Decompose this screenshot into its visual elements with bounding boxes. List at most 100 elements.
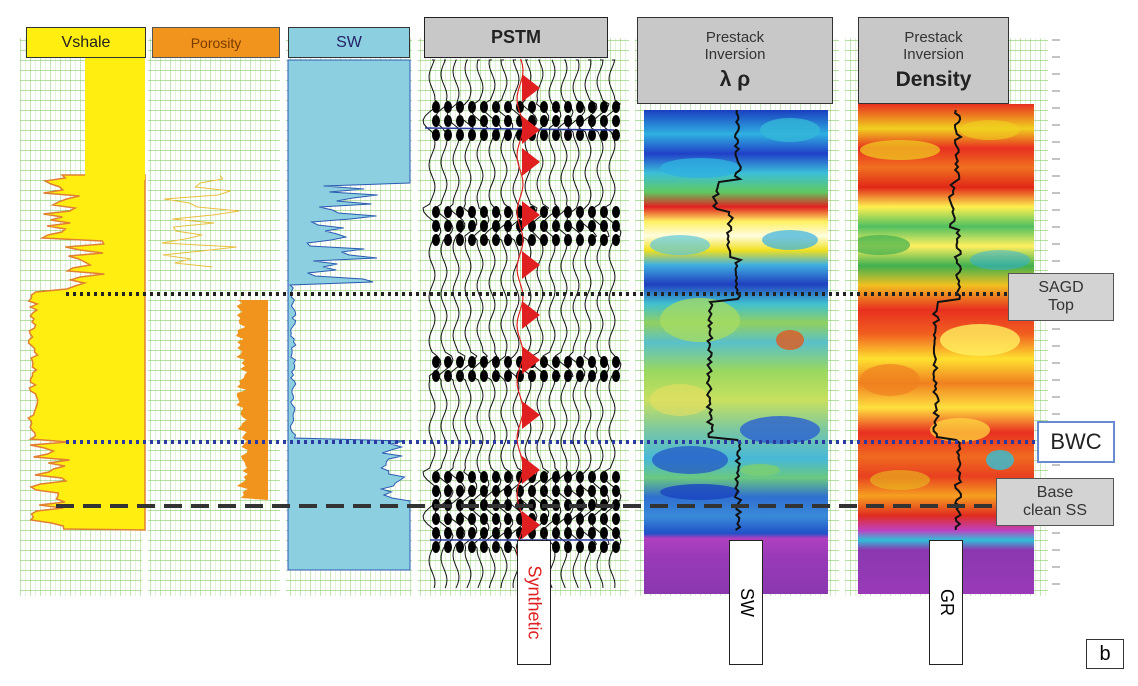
seismic-peak bbox=[444, 206, 452, 218]
sw-log-curve bbox=[705, 109, 744, 531]
seismic-peak bbox=[588, 115, 596, 127]
seismic-peak bbox=[444, 485, 452, 497]
seismic-peak bbox=[552, 541, 560, 553]
seismic-peak bbox=[612, 234, 620, 246]
seismic-trace bbox=[566, 59, 586, 589]
seismic-peak bbox=[456, 129, 464, 141]
seismic-trace bbox=[578, 59, 598, 589]
seismic-peak bbox=[480, 370, 488, 382]
seismic-peak bbox=[432, 471, 440, 483]
porosity-track bbox=[161, 174, 268, 500]
seismic-peak bbox=[600, 220, 608, 232]
bwc-tag: BWC bbox=[1037, 421, 1115, 463]
seismic-peak bbox=[432, 527, 440, 539]
seismic-trace bbox=[494, 59, 514, 589]
gr-curve-label-box: GR bbox=[929, 540, 963, 665]
seismic-peak bbox=[468, 485, 476, 497]
synthetic-label: Synthetic bbox=[524, 565, 545, 640]
seismic-peak bbox=[540, 115, 548, 127]
seismic-peak bbox=[564, 370, 572, 382]
seismic-peak bbox=[444, 513, 452, 525]
seismic-peak bbox=[564, 234, 572, 246]
seismic-peak bbox=[576, 101, 584, 113]
pstm-header: PSTM bbox=[424, 17, 608, 58]
seismic-peak bbox=[600, 370, 608, 382]
seismic-peak bbox=[456, 356, 464, 368]
seismic-peak bbox=[492, 234, 500, 246]
bwc-label: BWC bbox=[1050, 429, 1102, 455]
seismic-peak bbox=[612, 499, 620, 511]
seismic-peak bbox=[612, 513, 620, 525]
seismic-peak bbox=[540, 471, 548, 483]
seismic-peak bbox=[612, 370, 620, 382]
synthetic-peak bbox=[522, 301, 540, 329]
seismic-peak bbox=[444, 115, 452, 127]
seismic-peak bbox=[552, 485, 560, 497]
seismic-peak bbox=[468, 471, 476, 483]
vshale-upper-fill bbox=[85, 40, 145, 180]
seismic-peak bbox=[612, 471, 620, 483]
seismic-peak bbox=[432, 485, 440, 497]
seismic-peak bbox=[492, 115, 500, 127]
lambda-rho-sub-label: Prestack Inversion bbox=[704, 29, 766, 64]
seismic-peak bbox=[576, 206, 584, 218]
seismic-trace bbox=[422, 59, 442, 589]
seismic-peak bbox=[612, 115, 620, 127]
seismic-peak bbox=[528, 234, 536, 246]
seismic-peak bbox=[504, 206, 512, 218]
seismic-peak bbox=[456, 115, 464, 127]
seismic-peak bbox=[504, 499, 512, 511]
seismic-peak bbox=[612, 129, 620, 141]
seismic-peak bbox=[480, 513, 488, 525]
seismic-peak bbox=[456, 220, 464, 232]
seismic-peak bbox=[576, 513, 584, 525]
seismic-peak bbox=[576, 115, 584, 127]
density-header: Prestack Inversion Density bbox=[858, 17, 1009, 104]
base-clean-ss-tag: Base clean SS bbox=[996, 478, 1114, 526]
seismic-peak bbox=[504, 370, 512, 382]
porosity-header: Porosity bbox=[152, 27, 280, 58]
seismic-peak bbox=[588, 485, 596, 497]
seismic-peak bbox=[456, 485, 464, 497]
seismic-peak bbox=[564, 356, 572, 368]
seismic-peak bbox=[480, 129, 488, 141]
seismic-peak bbox=[600, 513, 608, 525]
seismic-peak bbox=[504, 541, 512, 553]
seismic-trace bbox=[602, 59, 622, 589]
seismic-peak bbox=[600, 541, 608, 553]
seismic-peak bbox=[468, 115, 476, 127]
vshale-header: Vshale bbox=[26, 27, 146, 58]
seismic-peak bbox=[576, 129, 584, 141]
seismic-peak bbox=[564, 115, 572, 127]
seismic-trace bbox=[482, 59, 502, 589]
seismic-peak bbox=[576, 485, 584, 497]
seismic-peak bbox=[588, 206, 596, 218]
seismic-peak bbox=[468, 206, 476, 218]
seismic-peak bbox=[564, 471, 572, 483]
seismic-peak bbox=[528, 101, 536, 113]
seismic-peak bbox=[492, 220, 500, 232]
seismic-peak bbox=[540, 370, 548, 382]
seismic-peak bbox=[456, 234, 464, 246]
seismic-peak bbox=[612, 220, 620, 232]
seismic-blue-horizon bbox=[424, 127, 615, 131]
seismic-peak bbox=[588, 220, 596, 232]
seismic-peak bbox=[444, 129, 452, 141]
seismic-peak bbox=[480, 485, 488, 497]
density-main-label: Density bbox=[895, 67, 972, 91]
seismic-peak bbox=[504, 129, 512, 141]
seismic-peak bbox=[468, 513, 476, 525]
seismic-peak bbox=[480, 541, 488, 553]
sagd-top-label-line1: SAGD bbox=[1038, 278, 1084, 296]
sw-curve-label: SW bbox=[736, 588, 757, 617]
seismic-peak bbox=[468, 356, 476, 368]
lambda-rho-main-label: λ ρ bbox=[719, 67, 751, 91]
seismic-peak bbox=[504, 527, 512, 539]
seismic-peak bbox=[480, 206, 488, 218]
lambda-rho-inversion-panel bbox=[644, 110, 828, 594]
seismic-peak bbox=[492, 513, 500, 525]
synthetic-trace bbox=[516, 59, 524, 561]
pstm-label: PSTM bbox=[490, 27, 541, 47]
seismic-peak bbox=[588, 370, 596, 382]
